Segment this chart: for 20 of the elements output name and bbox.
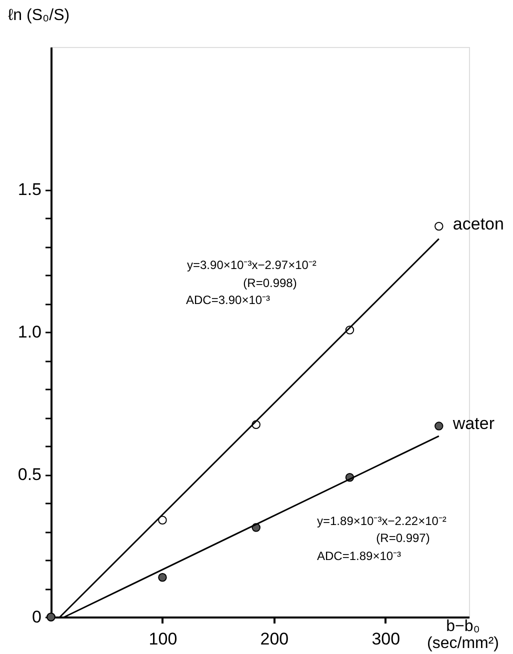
annotation: y=3.90×10⁻³x−2.97×10⁻² — [187, 258, 316, 272]
x-tick-label: 300 — [372, 630, 400, 648]
y-tick-label: 0 — [32, 608, 42, 626]
y-axis-title: ℓn (S₀/S) — [8, 7, 70, 24]
annotation: (R=0.997) — [376, 531, 430, 545]
point — [434, 222, 444, 231]
annotation: y=1.89×10⁻³x−2.22×10⁻² — [317, 514, 446, 528]
y-tick-label: 1.5 — [18, 180, 42, 199]
x-tick-label: 100 — [148, 630, 178, 648]
series-label: water — [452, 414, 495, 434]
annotation: ADC=3.90×10⁻³ — [186, 293, 270, 307]
annotation: ADC=1.89×10⁻³ — [317, 549, 402, 563]
series-label: aceton — [452, 214, 504, 234]
point — [158, 573, 167, 582]
x-tick-label: 200 — [260, 630, 289, 648]
y-tick-label: 0.5 — [18, 465, 42, 484]
y-tick-label: 1.0 — [18, 322, 42, 342]
annotation: (R=0.998) — [243, 276, 297, 290]
point — [434, 422, 444, 430]
x-axis-title: b−b₀ (sec/mm²) — [427, 618, 499, 652]
